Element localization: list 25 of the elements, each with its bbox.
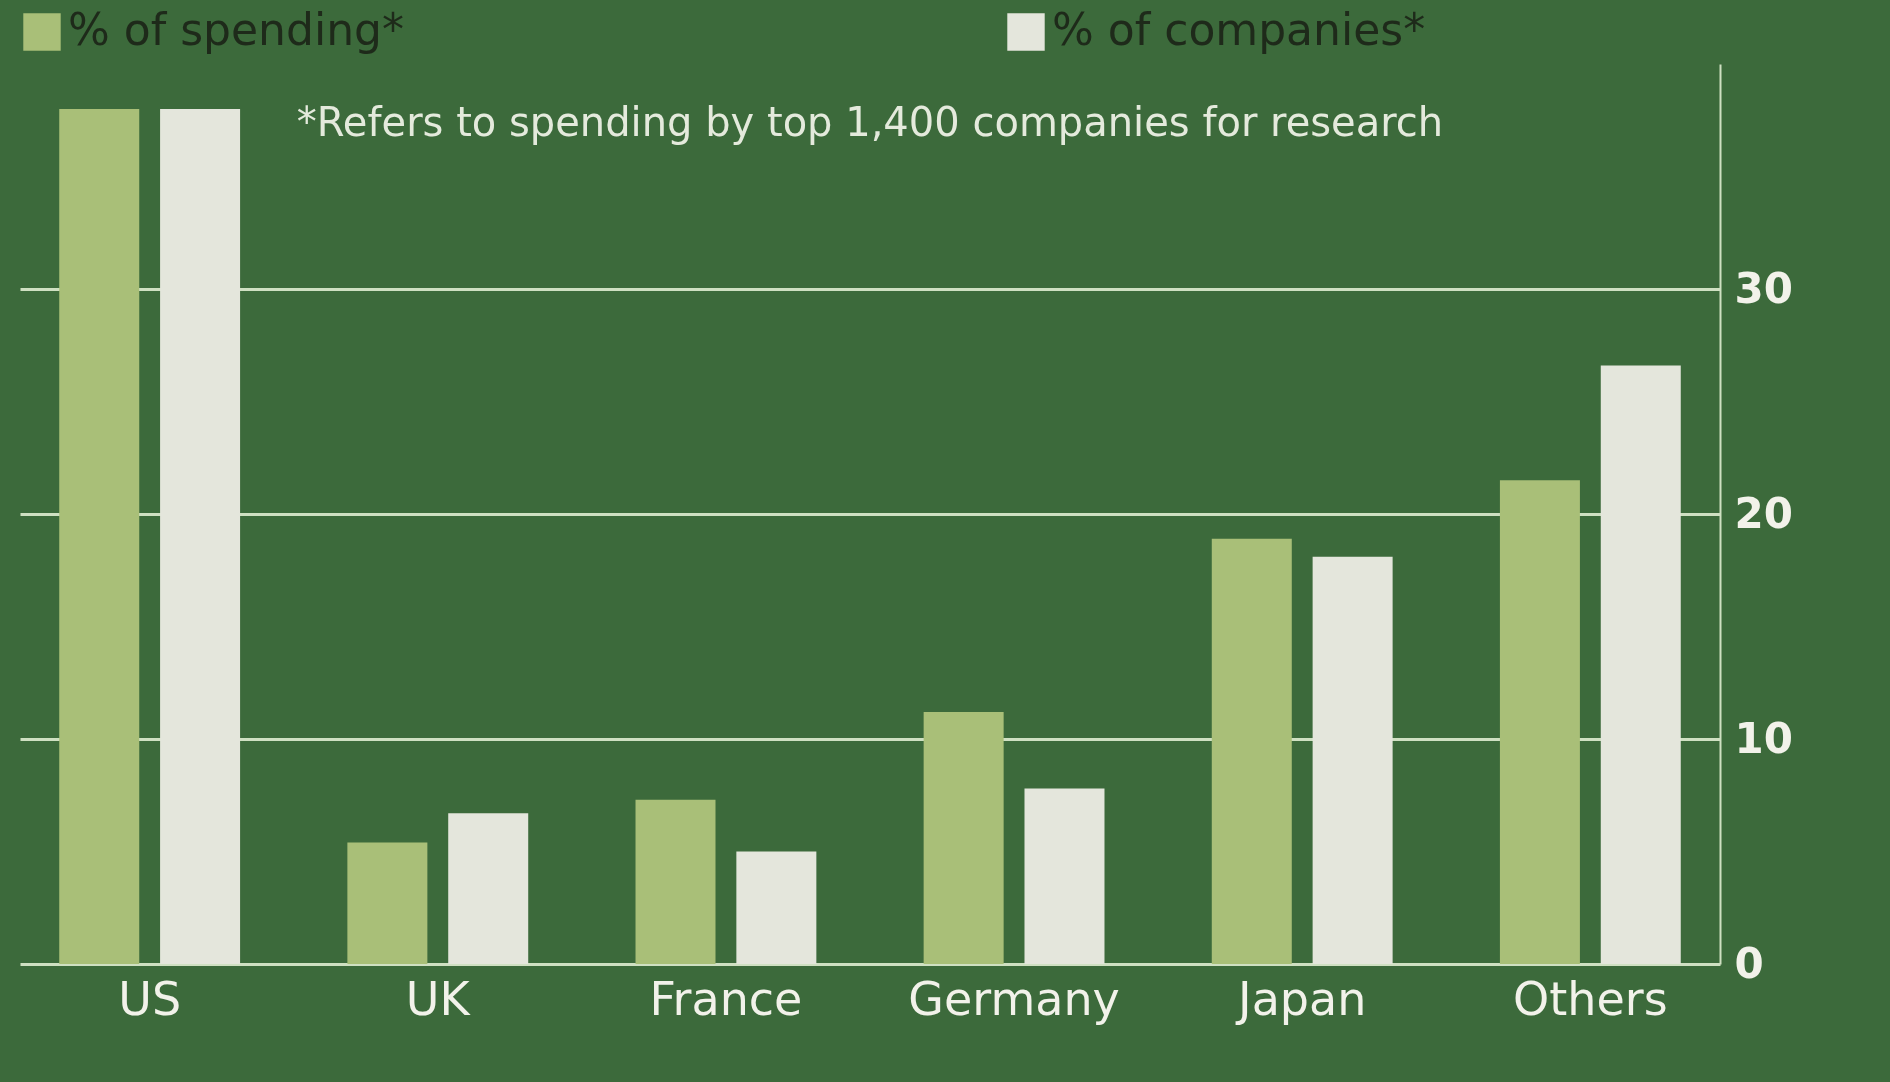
x-tick-label: US	[118, 971, 182, 1026]
bar	[635, 799, 716, 964]
x-tick-label: UK	[405, 971, 472, 1026]
x-tick-label: France	[649, 971, 803, 1026]
bar	[448, 813, 529, 964]
x-tick-label: Japan	[1235, 971, 1367, 1026]
x-tick-label: Germany	[908, 971, 1120, 1026]
bar	[59, 109, 140, 964]
x-tick-label: Others	[1513, 971, 1668, 1026]
legend-label: % of companies*	[1052, 4, 1426, 55]
y-tick-label: 10	[1734, 713, 1793, 763]
bar	[736, 851, 817, 964]
annotation: *Refers to spending by top 1,400 companies for research	[296, 99, 1444, 145]
bar	[1024, 788, 1105, 964]
y-tick-label: 20	[1734, 488, 1793, 538]
bar	[347, 842, 428, 964]
bar	[1600, 365, 1681, 964]
y-tick-label: 30	[1734, 263, 1793, 313]
bar	[160, 109, 241, 964]
bar	[1499, 480, 1580, 964]
legend-label: % of spending*	[68, 4, 404, 55]
bar	[923, 712, 1004, 964]
bar	[1312, 556, 1393, 964]
y-tick-label: 0	[1734, 938, 1764, 988]
bar	[1211, 538, 1292, 964]
